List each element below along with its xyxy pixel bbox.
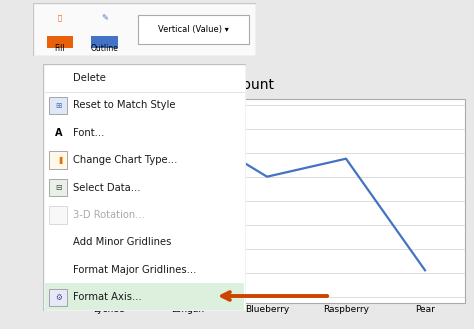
Text: Outline: Outline: [91, 44, 118, 53]
Text: Delete: Delete: [73, 73, 106, 83]
Text: Vertical (Value) ▾: Vertical (Value) ▾: [158, 25, 229, 34]
FancyBboxPatch shape: [43, 64, 246, 311]
Text: ⊞: ⊞: [56, 101, 62, 110]
Text: A: A: [55, 128, 63, 138]
FancyBboxPatch shape: [33, 3, 256, 56]
FancyBboxPatch shape: [49, 97, 67, 114]
Text: Select Data...: Select Data...: [73, 183, 141, 192]
FancyBboxPatch shape: [49, 206, 67, 224]
Text: 3-D Rotation...: 3-D Rotation...: [73, 210, 145, 220]
Text: Change Chart Type...: Change Chart Type...: [73, 155, 178, 165]
Text: Font...: Font...: [73, 128, 105, 138]
FancyBboxPatch shape: [45, 284, 245, 310]
Text: ▐: ▐: [56, 157, 62, 164]
Text: Add Minor Gridlines: Add Minor Gridlines: [73, 237, 172, 247]
Text: mount: mount: [229, 78, 274, 92]
FancyBboxPatch shape: [49, 289, 67, 306]
Text: ✎: ✎: [101, 13, 108, 22]
Text: Format Axis...: Format Axis...: [73, 292, 142, 302]
Text: ⚙: ⚙: [55, 293, 63, 302]
FancyBboxPatch shape: [91, 37, 118, 48]
FancyBboxPatch shape: [46, 68, 249, 315]
FancyBboxPatch shape: [46, 37, 73, 48]
Text: ⬛: ⬛: [58, 15, 62, 21]
Text: ⊟: ⊟: [56, 183, 62, 192]
Text: Fill: Fill: [55, 44, 65, 53]
Text: Format Major Gridlines...: Format Major Gridlines...: [73, 265, 197, 275]
FancyBboxPatch shape: [49, 179, 67, 196]
FancyBboxPatch shape: [138, 15, 249, 44]
FancyArrowPatch shape: [222, 292, 327, 300]
FancyBboxPatch shape: [49, 151, 67, 169]
Text: Reset to Match Style: Reset to Match Style: [73, 100, 176, 110]
